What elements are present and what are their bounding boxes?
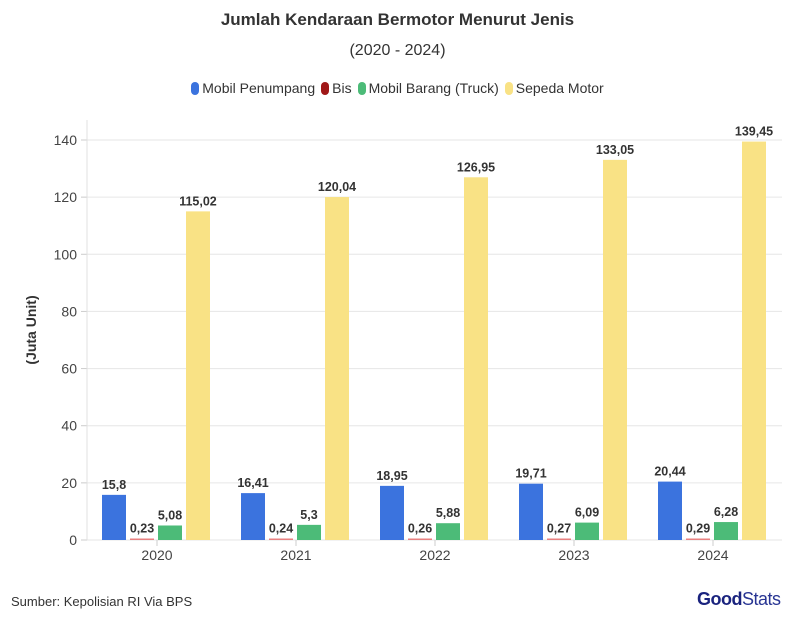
y-tick-label: 60 <box>61 361 77 377</box>
data-label: 139,45 <box>735 125 773 139</box>
data-label: 6,28 <box>714 505 738 519</box>
chart-title: Jumlah Kendaraan Bermotor Menurut Jenis <box>220 10 575 29</box>
data-label: 0,24 <box>269 522 293 536</box>
logo-bold: Good <box>697 589 743 609</box>
x-tick-label: 2020 <box>141 547 172 563</box>
legend-item[interactable]: Mobil Barang (Truck) <box>357 80 499 96</box>
y-tick-label: 40 <box>61 418 77 434</box>
bar-sepeda-motor-2024 <box>742 141 766 541</box>
bar-bis-2023 <box>547 538 571 540</box>
x-tick-label: 2022 <box>419 547 450 563</box>
y-axis-label: (Juta Unit) <box>23 295 39 364</box>
chart-subtitle: (2020 - 2024) <box>349 42 446 59</box>
data-label: 0,29 <box>686 522 710 536</box>
bar-mobil-penumpang-2022 <box>380 485 404 540</box>
bar-mobil-penumpang-2023 <box>519 483 543 540</box>
bar-sepeda-motor-2023 <box>603 159 627 540</box>
data-label: 0,26 <box>408 522 432 536</box>
data-label: 126,95 <box>457 160 495 174</box>
x-tick-label: 2024 <box>697 547 728 563</box>
data-label: 16,41 <box>237 476 268 490</box>
legend-item[interactable]: Sepeda Motor <box>504 80 604 96</box>
bar-sepeda-motor-2020 <box>186 211 210 540</box>
y-tick-label: 100 <box>54 246 78 262</box>
bar-mobil-penumpang-2021 <box>241 493 265 540</box>
x-tick-label: 2023 <box>558 547 589 563</box>
legend-label: Sepeda Motor <box>515 80 604 96</box>
goodstats-logo: GoodStats <box>697 589 781 610</box>
data-label: 115,02 <box>179 194 217 208</box>
y-tick-label: 80 <box>61 303 77 319</box>
bar-bis-2024 <box>686 538 710 540</box>
legend-swatch <box>504 81 513 95</box>
logo-thin: Stats <box>742 589 781 609</box>
y-tick-label: 140 <box>54 132 78 148</box>
legend-swatch <box>321 81 330 95</box>
data-label: 15,8 <box>102 478 126 492</box>
data-label: 18,95 <box>376 469 407 483</box>
x-tick-label: 2021 <box>280 547 311 563</box>
bar-bis-2021 <box>269 538 293 540</box>
bar-mobil-penumpang-2020 <box>102 494 126 540</box>
bar-mobil-barang-truck--2023 <box>575 522 599 540</box>
data-label: 6,09 <box>575 506 599 520</box>
bar-mobil-barang-truck--2022 <box>436 523 460 540</box>
data-label: 5,3 <box>300 508 317 522</box>
y-tick-label: 0 <box>69 532 77 548</box>
legend-item[interactable]: Bis <box>321 80 352 96</box>
legend: Mobil Penumpang Bis Mobil Barang (Truck) Se… <box>0 80 795 96</box>
bar-bis-2022 <box>408 538 432 540</box>
legend-label: Bis <box>332 80 352 96</box>
data-label: 5,88 <box>436 506 460 520</box>
legend-item[interactable]: Mobil Penumpang <box>191 80 315 96</box>
data-label: 5,08 <box>158 508 182 522</box>
data-label: 20,44 <box>654 465 685 479</box>
y-tick-label: 20 <box>61 475 77 491</box>
legend-swatch <box>191 81 200 95</box>
data-label: 0,23 <box>130 522 154 536</box>
source-note: Sumber: Kepolisian RI Via BPS <box>11 594 193 609</box>
bar-mobil-barang-truck--2021 <box>297 524 321 540</box>
data-label: 133,05 <box>596 143 634 157</box>
legend-swatch <box>357 81 366 95</box>
legend-label: Mobil Barang (Truck) <box>368 80 499 96</box>
bar-mobil-penumpang-2024 <box>658 481 682 540</box>
y-tick-label: 120 <box>54 189 78 205</box>
bar-bis-2020 <box>130 538 154 540</box>
data-label: 19,71 <box>515 467 546 481</box>
data-label: 120,04 <box>318 180 356 194</box>
bar-sepeda-motor-2022 <box>464 177 488 541</box>
data-label: 0,27 <box>547 522 571 536</box>
bar-mobil-barang-truck--2024 <box>714 522 738 540</box>
bar-mobil-barang-truck--2020 <box>158 525 182 540</box>
bar-sepeda-motor-2021 <box>325 197 349 540</box>
legend-label: Mobil Penumpang <box>202 80 316 96</box>
